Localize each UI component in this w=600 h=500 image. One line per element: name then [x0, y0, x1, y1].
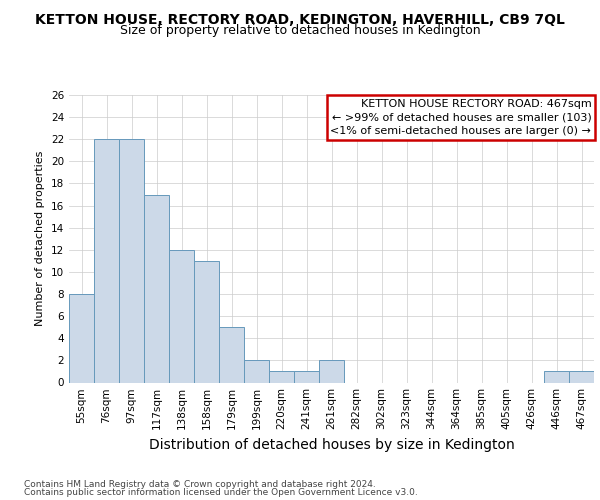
- Text: Contains HM Land Registry data © Crown copyright and database right 2024.: Contains HM Land Registry data © Crown c…: [24, 480, 376, 489]
- Bar: [169, 250, 194, 382]
- Y-axis label: Number of detached properties: Number of detached properties: [35, 151, 46, 326]
- Text: KETTON HOUSE, RECTORY ROAD, KEDINGTON, HAVERHILL, CB9 7QL: KETTON HOUSE, RECTORY ROAD, KEDINGTON, H…: [35, 12, 565, 26]
- Bar: [319, 360, 344, 382]
- Bar: [269, 372, 294, 382]
- Bar: [219, 327, 244, 382]
- Bar: [94, 139, 119, 382]
- Bar: [119, 139, 144, 382]
- Text: Size of property relative to detached houses in Kedington: Size of property relative to detached ho…: [119, 24, 481, 37]
- Bar: [569, 372, 594, 382]
- Bar: [294, 372, 319, 382]
- Bar: [544, 372, 569, 382]
- Text: KETTON HOUSE RECTORY ROAD: 467sqm
← >99% of detached houses are smaller (103)
<1: KETTON HOUSE RECTORY ROAD: 467sqm ← >99%…: [331, 100, 592, 136]
- Bar: [194, 261, 219, 382]
- X-axis label: Distribution of detached houses by size in Kedington: Distribution of detached houses by size …: [149, 438, 514, 452]
- Bar: [69, 294, 94, 382]
- Bar: [244, 360, 269, 382]
- Text: Contains public sector information licensed under the Open Government Licence v3: Contains public sector information licen…: [24, 488, 418, 497]
- Bar: [144, 194, 169, 382]
